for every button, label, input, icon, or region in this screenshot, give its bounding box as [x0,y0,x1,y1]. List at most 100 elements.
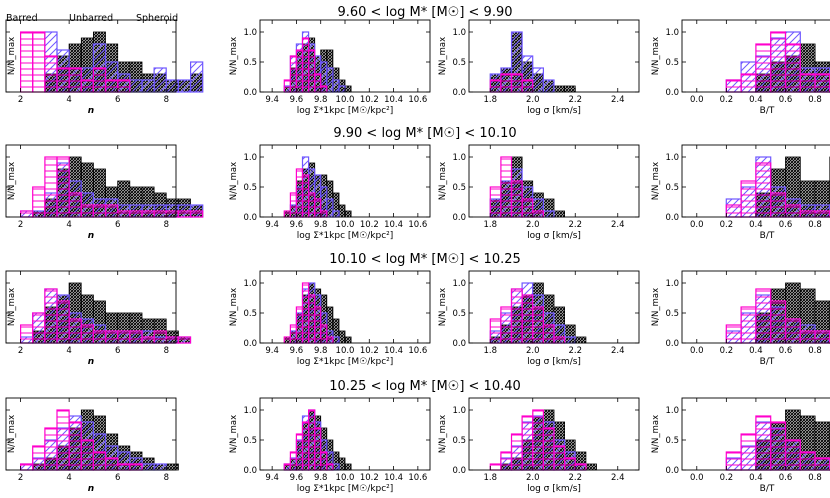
panel-r2-c0: 2 4 6 8 n N/N_max [5,270,192,367]
panel-r3-c0: 2 4 6 8 n N/N_max [5,397,179,494]
bar-barred [755,162,772,218]
bar-barred [740,306,757,344]
x-axis-label: log σ [km/s] [527,106,581,116]
y-tick-label: 1.0 [243,279,257,289]
bar-barred [129,330,143,344]
bar-barred [20,31,34,93]
panel-r2-c2: 1.8 2.0 2.2 2.4 log σ [km/s] 0.0 0.5 1.0 N/N_max [438,270,640,367]
x-tick-label: 10.2 [360,473,379,483]
y-tick-label: 1.0 [665,153,679,163]
x-axis-label: log Σ*1kpc [M☉/kpc²] [297,357,394,367]
panel-r2-c3: 0.00.20.40.60.81.0B/T0.00.51.0N/N_max [651,270,830,367]
bar-unbarred [542,210,555,218]
bar-barred [500,306,513,344]
bar-barred [301,282,310,344]
x-tick-label: 0.8 [808,346,822,356]
x-axis-label: log Σ*1kpc [M☉/kpc²] [297,106,394,116]
y-axis-label: N/N_max [229,415,239,453]
x-tick-label: 10.6 [408,220,427,230]
bar-barred [289,192,298,218]
bar-barred [532,210,544,218]
bar-barred [725,451,742,471]
panel-frame [468,144,640,218]
x-tick-label: 2.4 [611,473,625,483]
bar-barred [301,421,310,471]
y-axis-label: N/N_max [7,37,17,75]
row-title-1: 9.90 < log M* [M☉] < 10.10 [333,126,516,141]
bar-barred [314,198,322,218]
bar-barred [320,324,328,344]
y-tick-label: 1.0 [243,153,257,163]
y-axis-label: N/N_max [438,415,448,453]
y-tick-label: 0.5 [243,58,257,68]
x-tick-label: 0.2 [720,346,734,356]
bar-unbarred [129,79,143,93]
x-tick-label: 8 [164,346,169,356]
bar-barred [542,427,555,471]
bar-spheroid [553,85,566,93]
bar-barred [814,210,830,218]
y-tick-label: 0.5 [243,183,257,193]
bar-barred [117,210,131,218]
x-tick-label: 10.4 [384,220,403,230]
y-tick-label: 0.5 [452,309,466,319]
bar-barred [314,73,322,93]
x-tick-label: 2 [18,220,23,230]
panel-r1-c1: 9.4 9.6 9.8 10.0 10.2 10.4 10.6 log Σ*1kpc [M☉/… [229,144,431,241]
bar-barred [725,79,742,93]
y-axis-label: N/N_max [229,162,239,200]
x-tick-label: 10.0 [336,220,355,230]
y-tick-label: 0.0 [243,466,257,476]
x-tick-label: 4 [66,220,71,230]
bar-spheroid [165,463,179,471]
x-tick-label: 10.4 [384,95,403,105]
bar-barred [740,433,757,471]
bar-barred [301,37,310,93]
x-tick-label: 0.4 [749,346,763,356]
bar-barred [92,204,107,218]
x-tick-label: 0.6 [779,473,793,483]
bar-barred [489,463,502,471]
y-tick-label: 1.0 [243,28,257,38]
y-axis-label: N/N_max [651,162,661,200]
x-tick-label: 0.2 [720,473,734,483]
bar-barred [177,210,192,218]
bar-barred [92,67,107,93]
panel-frame [681,144,830,218]
panel-frame [5,397,177,471]
bar-barred [68,67,82,93]
x-tick-label: 9.8 [314,95,328,105]
panel-frame [5,144,177,218]
bar-barred [553,445,566,471]
legend-barred: Barred [6,13,38,24]
y-axis-label: N/N_max [7,288,17,326]
panel-frame [5,270,177,344]
bar-barred [725,204,742,218]
x-axis-label: n [88,357,94,367]
bar-barred [770,192,787,218]
bar-unbarred [542,79,555,93]
bar-barred [770,31,787,93]
panel-frame [5,19,177,93]
y-tick-label: 1.0 [452,28,466,38]
y-tick-label: 0.5 [665,58,679,68]
bar-barred [755,288,772,344]
bar-barred [521,79,534,93]
y-tick-label: 1.0 [243,406,257,416]
x-tick-label: 0.8 [808,473,822,483]
y-tick-label: 0.5 [243,436,257,446]
x-tick-label: 2.0 [526,220,540,230]
panel-r3-c1: 9.4 9.6 9.8 10.0 10.2 10.4 10.6 log Σ*1kpc [M☉/… [229,397,431,494]
x-tick-label: 0.6 [779,220,793,230]
x-tick-label: 0.6 [779,346,793,356]
x-tick-label: 10.0 [336,95,355,105]
bar-barred [510,180,523,218]
bar-barred [308,49,316,93]
bar-barred [320,451,328,471]
y-axis-label: N/N_max [229,288,239,326]
bar-barred [177,336,192,344]
bar-barred [326,463,334,471]
x-tick-label: 6 [115,346,120,356]
bar-barred [799,451,816,471]
x-tick-label: 9.8 [314,220,328,230]
